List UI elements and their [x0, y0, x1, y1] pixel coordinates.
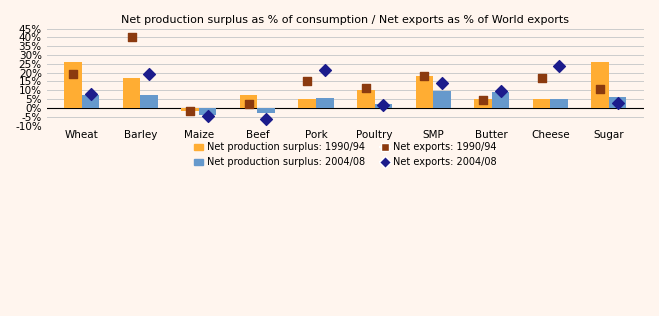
- Bar: [316, 98, 333, 108]
- Bar: [123, 78, 140, 108]
- Point: [85, 91, 96, 96]
- Bar: [357, 90, 374, 108]
- Point: [495, 89, 505, 94]
- Bar: [258, 108, 275, 113]
- Title: Net production surplus as % of consumption / Net exports as % of World exports: Net production surplus as % of consumpti…: [121, 15, 569, 25]
- Point: [202, 113, 213, 118]
- Bar: [433, 91, 451, 108]
- Bar: [532, 99, 550, 108]
- Bar: [609, 97, 627, 108]
- Point: [144, 71, 154, 76]
- Point: [243, 101, 254, 106]
- Bar: [416, 76, 433, 108]
- Point: [419, 74, 430, 79]
- Point: [360, 85, 371, 90]
- Bar: [140, 95, 158, 108]
- Point: [127, 35, 137, 40]
- Point: [378, 103, 389, 108]
- Point: [68, 72, 78, 77]
- Bar: [492, 92, 509, 108]
- Bar: [550, 99, 568, 108]
- Bar: [591, 62, 609, 108]
- Point: [185, 109, 195, 114]
- Bar: [474, 99, 492, 108]
- Bar: [240, 95, 258, 108]
- Point: [536, 76, 547, 81]
- Bar: [374, 105, 392, 108]
- Point: [302, 78, 312, 83]
- Bar: [82, 95, 100, 108]
- Point: [595, 86, 606, 91]
- Point: [320, 68, 330, 73]
- Bar: [199, 108, 216, 115]
- Point: [612, 100, 623, 105]
- Point: [554, 63, 564, 68]
- Bar: [64, 62, 82, 108]
- Point: [478, 98, 488, 103]
- Bar: [299, 99, 316, 108]
- Bar: [181, 108, 199, 112]
- Point: [261, 116, 272, 121]
- Legend: Net production surplus: 1990/94, Net production surplus: 2004/08, Net exports: 1: Net production surplus: 1990/94, Net pro…: [190, 139, 501, 171]
- Point: [437, 81, 447, 86]
